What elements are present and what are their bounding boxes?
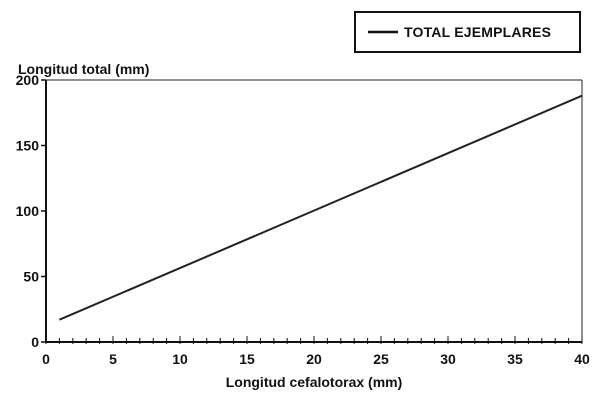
x-axis-title: Longitud cefalotorax (mm) [226, 374, 403, 390]
x-tick-label: 35 [507, 351, 523, 367]
x-tick-label: 20 [306, 351, 322, 367]
x-tick-label: 10 [172, 351, 188, 367]
legend-label: TOTAL EJEMPLARES [404, 24, 551, 40]
x-tick-label: 0 [42, 351, 50, 367]
series-line-total-ejemplares [59, 94, 583, 321]
x-tick-label: 40 [574, 351, 590, 367]
x-tick-label: 5 [109, 351, 117, 367]
y-axis-title: Longitud total (mm) [18, 61, 149, 77]
x-tick-label: 25 [373, 351, 389, 367]
series-layer [59, 94, 583, 321]
y-tick-label: 150 [16, 138, 40, 154]
y-tick-label: 50 [23, 269, 39, 285]
y-tick-label: 0 [31, 334, 39, 350]
x-axis-ticks: 0 5 10 15 20 25 30 35 40 [42, 336, 590, 367]
y-tick-label: 100 [16, 203, 40, 219]
y-axis-ticks: 0 50 100 150 200 [16, 72, 46, 350]
legend: TOTAL EJEMPLARES [354, 11, 581, 53]
x-tick-label: 15 [239, 351, 255, 367]
y-tick-label: 200 [16, 72, 40, 88]
x-tick-label: 30 [440, 351, 456, 367]
